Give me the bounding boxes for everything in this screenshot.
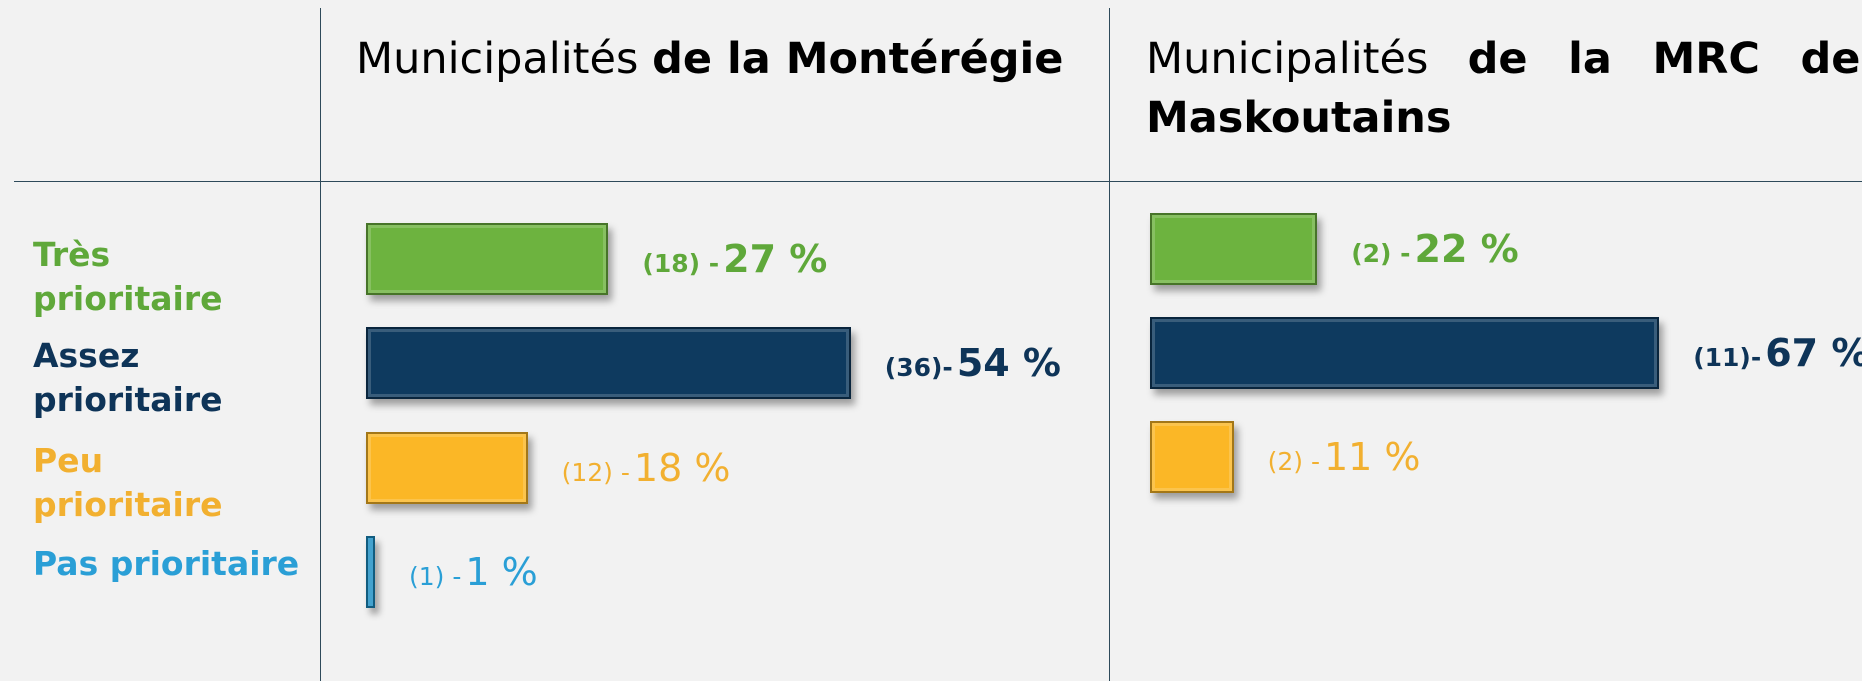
divider bbox=[14, 181, 1862, 182]
bar bbox=[366, 432, 528, 504]
category-label: Peu prioritaire bbox=[33, 441, 223, 524]
data-label: (2) -11 % bbox=[1268, 435, 1421, 479]
data-label: (11)- 67 % bbox=[1693, 331, 1862, 375]
panel-title: Municipalités de la MRC des Maskoutains bbox=[1146, 30, 1862, 150]
data-label: (18) -27 % bbox=[642, 237, 827, 281]
value-label: 54 % bbox=[956, 341, 1061, 385]
count-label: (12) - bbox=[561, 458, 630, 487]
data-label: (1) -1 % bbox=[409, 550, 538, 594]
bar bbox=[366, 536, 375, 608]
value-label: 22 % bbox=[1414, 227, 1519, 271]
bar bbox=[1150, 317, 1660, 389]
category-label: Très prioritaire bbox=[33, 235, 223, 318]
title-bold: de la MRC des Maskoutains bbox=[1146, 34, 1862, 143]
value-label: 1 % bbox=[465, 550, 538, 594]
value-label: 18 % bbox=[633, 446, 731, 490]
bar bbox=[366, 327, 851, 399]
bar bbox=[366, 223, 609, 295]
data-label: (12) -18 % bbox=[562, 446, 731, 490]
value-label: 67 % bbox=[1765, 331, 1862, 375]
count-label: (18) - bbox=[642, 249, 720, 278]
panel-title: Municipalités de la Montérégie bbox=[356, 30, 1068, 150]
data-label: (36)- 54 % bbox=[885, 341, 1061, 385]
title-light: Municipalités bbox=[356, 34, 639, 84]
count-label: (11)- bbox=[1693, 343, 1762, 372]
value-label: 11 % bbox=[1323, 435, 1421, 479]
count-label: (1) - bbox=[408, 562, 462, 591]
bar bbox=[1150, 213, 1318, 285]
category-label: Assez prioritaire bbox=[33, 336, 223, 419]
divider bbox=[1109, 8, 1110, 681]
data-label: (2) -22 % bbox=[1351, 227, 1519, 271]
count-label: (2) - bbox=[1351, 239, 1411, 268]
bar bbox=[1150, 421, 1234, 493]
count-label: (2) - bbox=[1267, 447, 1320, 476]
title-bold: de la Montérégie bbox=[652, 34, 1064, 84]
title-light: Municipalités bbox=[1146, 34, 1429, 84]
divider bbox=[320, 8, 321, 681]
count-label: (36)- bbox=[884, 353, 953, 382]
category-label: Pas prioritaire bbox=[33, 544, 300, 583]
value-label: 27 % bbox=[723, 237, 828, 281]
